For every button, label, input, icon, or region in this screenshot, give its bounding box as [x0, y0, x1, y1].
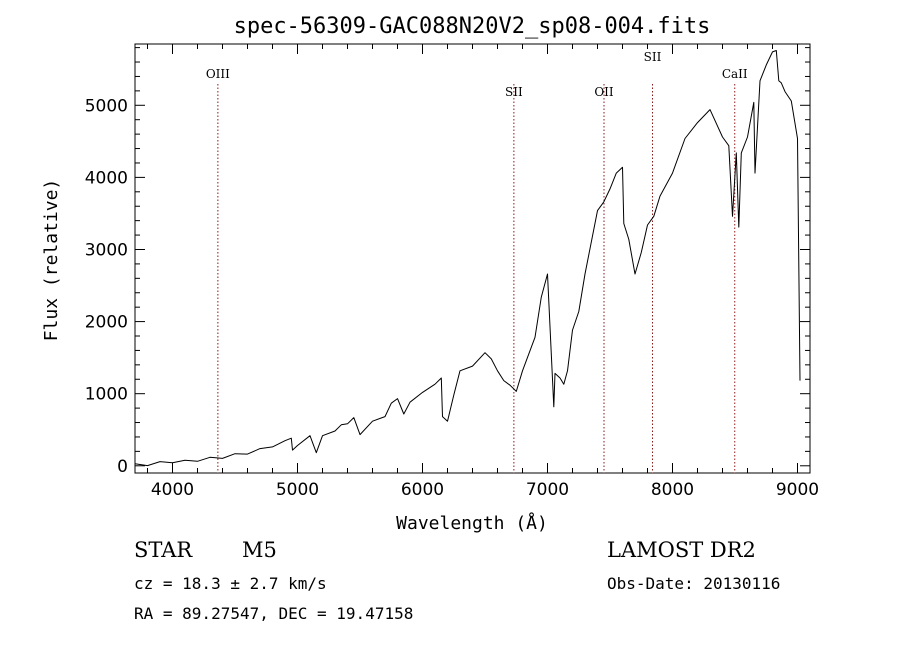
x-tick-label: 4000 [151, 480, 194, 500]
redshift-velocity: cz = 18.3 ± 2.7 km/s [134, 574, 327, 593]
y-tick-label: 3000 [85, 240, 128, 260]
x-tick-label: 7000 [526, 480, 569, 500]
x-tick-label: 6000 [401, 480, 444, 500]
plot-area: 4000 5000 6000 7000 8000 9000 0 1000 2000 3000 400… [85, 43, 819, 500]
object-class: STAR [134, 538, 193, 562]
spectrum-line [134, 50, 801, 467]
chart-title: spec-56309-GAC088N20V2_sp08-004.fits [234, 14, 711, 39]
y-tick-label: 2000 [85, 313, 128, 333]
x-axis-label: Wavelength (Å) [396, 512, 548, 534]
object-subclass: M5 [242, 538, 277, 562]
line-marker-label: SII [644, 50, 662, 64]
y-tick-label: 0 [117, 457, 128, 477]
x-tick-label: 8000 [651, 480, 694, 500]
plot-frame [134, 43, 811, 474]
y-tick-label: 1000 [85, 385, 128, 405]
y-tick-label: 5000 [85, 96, 128, 116]
x-tick-label: 5000 [276, 480, 319, 500]
coordinates: RA = 89.27547, DEC = 19.47158 [134, 604, 414, 623]
y-axis-label: Flux (relative) [41, 179, 62, 342]
observation-date: Obs-Date: 20130116 [607, 574, 781, 593]
line-marker-label: OIII [206, 67, 230, 81]
y-tick-label: 4000 [85, 168, 128, 188]
line-marker-label: CaII [722, 67, 748, 81]
x-tick-label: 9000 [776, 480, 819, 500]
survey-name: LAMOST DR2 [607, 538, 756, 562]
line-marker-label: SII [505, 85, 523, 99]
line-marker-label: OII [594, 85, 614, 99]
